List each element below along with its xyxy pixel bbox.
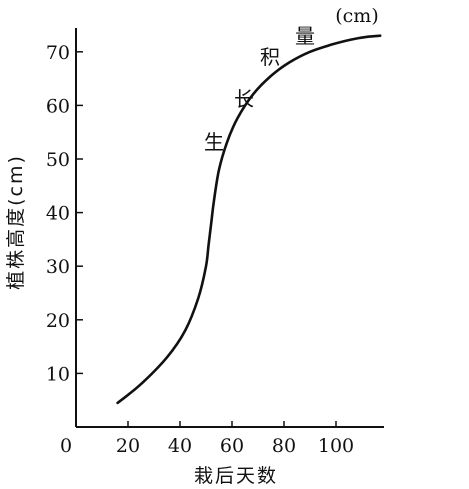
x-axis-label: 栽后天数 [194,465,278,487]
x-tick-label: 80 [272,435,296,457]
annotation-char: 量 [295,24,315,48]
annotation-unit: (cm) [335,5,378,27]
annotation-char: 生 [204,130,224,154]
x-tick-label: 100 [318,435,354,457]
y-tick-label: 60 [46,95,70,117]
y-tick-label: 30 [46,256,70,278]
y-tick-label: 20 [46,310,70,332]
x-tick-label: 0 [60,435,72,457]
y-tick-label: 70 [46,42,70,64]
annotation-char: 积 [260,45,280,69]
x-tick-label: 40 [168,435,192,457]
growth-curve [116,34,382,405]
x-tick-label: 20 [116,435,140,457]
y-axis-label: 植株高度(cm) [5,154,27,290]
series [116,34,382,405]
annotation-char: 长 [234,87,254,111]
y-tick-label: 50 [46,149,70,171]
x-tick-label: 60 [220,435,244,457]
y-tick-label: 40 [46,203,70,225]
ticks: 0 20 40 60 80 100 10 20 30 40 50 60 70 [46,42,354,457]
y-tick-label: 10 [46,363,70,385]
y-axis-label-text: 植株高度(cm) [5,154,27,290]
axes [75,28,384,428]
